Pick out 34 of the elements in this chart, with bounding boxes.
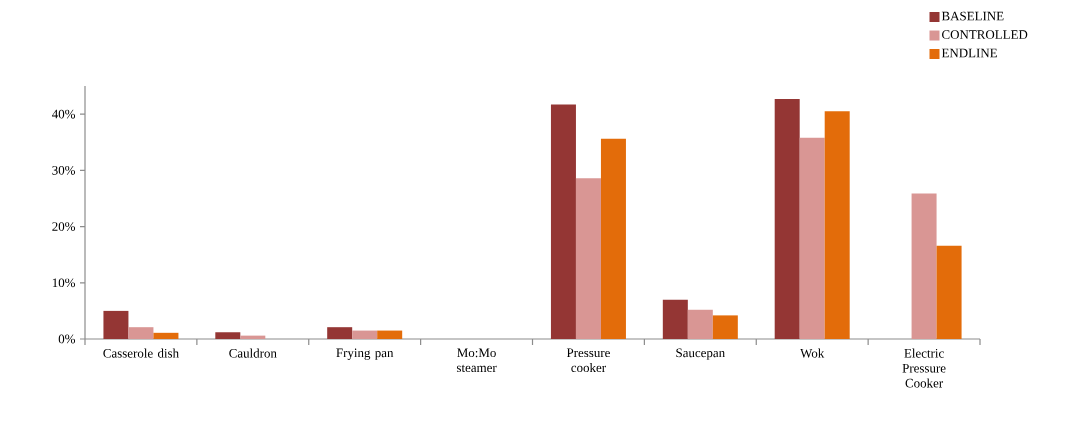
y-tick-label: 0% (58, 334, 76, 344)
bar (550, 104, 576, 339)
bar (600, 138, 626, 339)
bar (687, 309, 713, 339)
x-tick-label: Electric Pressure Cooker (902, 348, 946, 388)
x-tick-label: Mo:Mo steamer (456, 348, 497, 373)
y-tick-label: 10% (52, 278, 76, 288)
bar (824, 111, 850, 339)
y-tick-label: 30% (52, 165, 76, 175)
x-tick-label: Wok (800, 348, 825, 358)
legend-label: BASELINE (941, 11, 1004, 21)
y-tick-label: 40% (51, 109, 76, 119)
bar (936, 245, 962, 339)
x-tick-label: Pressure cooker (566, 348, 610, 373)
bar (153, 332, 179, 339)
bar (799, 137, 825, 339)
bar (575, 178, 601, 339)
bar (774, 98, 800, 339)
bar (662, 299, 688, 339)
x-tick-label: Frying pan (336, 348, 394, 360)
bar (377, 330, 403, 339)
x-tick-label: Casserole dish (103, 348, 179, 358)
bar (911, 193, 937, 339)
bar (327, 327, 353, 339)
x-tick-label: Cauldron (229, 348, 277, 358)
bar (103, 310, 129, 339)
legend-label: CONTROLLED (942, 30, 1028, 39)
legend-label: ENDLINE (941, 48, 997, 58)
bar (215, 332, 241, 339)
y-tick-label: 20% (52, 222, 76, 231)
bar (712, 315, 738, 339)
bar (128, 327, 154, 339)
bar (352, 330, 378, 339)
x-tick-label: Saucepan (676, 348, 725, 360)
